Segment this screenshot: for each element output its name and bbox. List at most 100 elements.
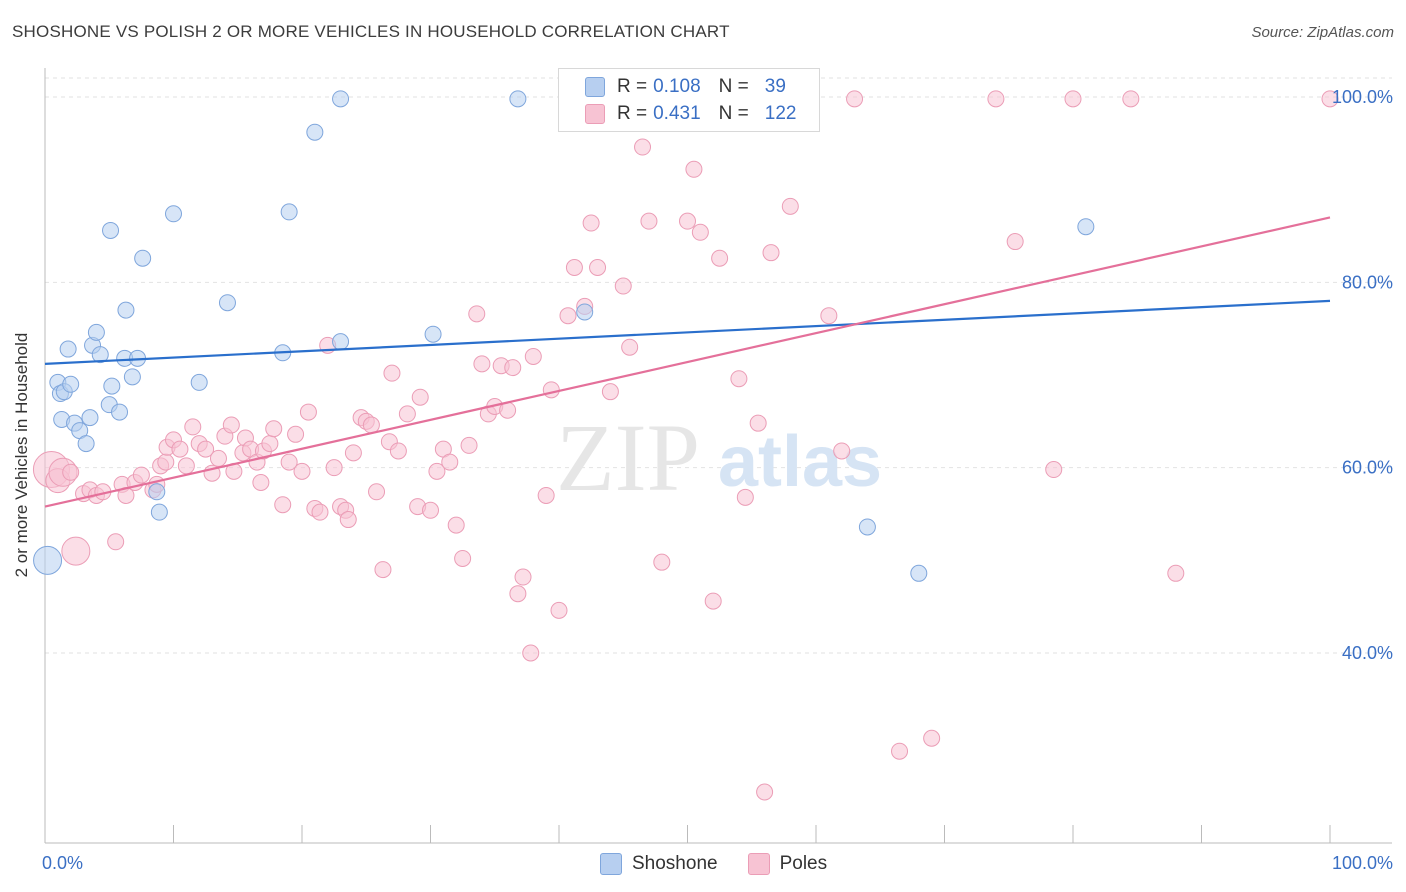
poles-point: [265, 420, 283, 438]
poles-point: [61, 536, 91, 566]
y-tick-label: 40.0%: [1342, 643, 1393, 663]
poles-legend-swatch: [747, 853, 770, 875]
shoshone-point: [910, 564, 928, 582]
shoshone-points: [33, 90, 1095, 582]
poles-point: [833, 442, 851, 460]
shoshone-point: [332, 90, 350, 108]
poles-point: [1045, 461, 1063, 479]
shoshone-point: [1077, 218, 1095, 236]
poles-point: [287, 425, 305, 443]
poles-point: [460, 436, 478, 454]
poles-point: [339, 511, 357, 529]
shoshone-point: [509, 90, 527, 108]
shoshone-point: [858, 518, 876, 536]
poles-point: [1006, 233, 1024, 251]
y-tick-label: 60.0%: [1342, 458, 1393, 478]
poles-point: [565, 259, 583, 277]
shoshone-point: [332, 333, 350, 351]
shoshone-point: [123, 368, 141, 386]
poles-point: [157, 453, 175, 471]
shoshone-point: [81, 409, 99, 427]
poles-point: [640, 212, 658, 230]
poles-point: [601, 383, 619, 401]
poles-point: [820, 307, 838, 325]
poles-point: [325, 459, 343, 477]
poles-point: [422, 501, 439, 519]
poles-point: [468, 305, 486, 323]
shoshone-point: [165, 205, 182, 223]
poles-point: [923, 729, 941, 747]
x-tick-label: 0.0%: [42, 853, 83, 873]
poles-point: [736, 488, 754, 506]
poles-point: [1321, 90, 1339, 108]
poles-point: [509, 585, 527, 603]
poles-point: [261, 435, 279, 453]
shoshone-point: [134, 249, 152, 267]
shoshone-point: [87, 323, 105, 341]
shoshone-point: [91, 346, 109, 364]
poles-swatch: [585, 104, 605, 124]
legend-item-shoshone[interactable]: Shoshone: [600, 853, 718, 875]
shoshone-point: [59, 340, 77, 358]
shoshone-point: [306, 123, 324, 141]
chart-title: SHOSHONE VS POLISH 2 OR MORE VEHICLES IN…: [12, 22, 730, 41]
shoshone-point: [33, 545, 63, 575]
poles-point: [222, 416, 240, 434]
shoshone-n-label: N =: [718, 76, 749, 97]
shoshone-point: [103, 377, 121, 395]
shoshone-trend-line: [44, 299, 1331, 365]
watermark: ZIP atlas: [556, 404, 882, 511]
poles-point: [411, 388, 429, 406]
poles-r-value: 0.431: [653, 103, 701, 124]
poles-point: [621, 338, 639, 356]
poles-point: [389, 442, 407, 460]
poles-point: [209, 449, 227, 467]
shoshone-point: [111, 403, 129, 421]
poles-point: [614, 277, 632, 295]
poles-point: [537, 486, 555, 504]
poles-point: [184, 418, 202, 436]
poles-point: [846, 90, 864, 108]
poles-point: [762, 244, 780, 262]
poles-point: [1064, 90, 1082, 108]
series-legend: Shoshone Poles: [600, 852, 857, 876]
poles-point: [428, 462, 446, 480]
shoshone-r-value: 0.108: [653, 76, 701, 97]
poles-point: [679, 212, 696, 230]
y-tick-label: 100.0%: [1332, 87, 1393, 107]
poles-point: [374, 561, 392, 579]
poles-point: [280, 453, 298, 471]
shoshone-point: [117, 301, 135, 319]
poles-points: [32, 90, 1339, 801]
poles-point: [362, 416, 380, 434]
poles-point: [441, 453, 459, 471]
poles-point: [524, 347, 542, 365]
poles-point: [891, 742, 909, 760]
shoshone-point: [148, 483, 166, 501]
poles-point: [634, 138, 652, 156]
poles-point: [781, 197, 799, 215]
poles-point: [344, 444, 362, 462]
legend-item-poles[interactable]: Poles: [747, 853, 827, 875]
poles-n-value: 122: [764, 103, 797, 124]
poles-point: [504, 359, 522, 377]
poles-point: [589, 259, 607, 277]
poles-point: [522, 644, 540, 662]
y-tick-label: 80.0%: [1342, 272, 1393, 292]
poles-point: [514, 568, 532, 586]
poles-point: [582, 214, 600, 232]
shoshone-point: [102, 221, 120, 239]
poles-point: [197, 440, 215, 458]
shoshone-swatch: [585, 77, 605, 97]
poles-point: [685, 160, 703, 178]
poles-point: [274, 496, 292, 514]
poles-r-label: R =: [617, 103, 648, 124]
poles-point: [691, 223, 709, 241]
poles-point: [177, 457, 195, 475]
poles-point: [299, 403, 317, 421]
shoshone-n-value: 39: [764, 76, 786, 97]
poles-point: [653, 553, 671, 571]
shoshone-point: [280, 203, 298, 221]
poles-point: [62, 463, 80, 481]
poles-point: [704, 592, 722, 610]
